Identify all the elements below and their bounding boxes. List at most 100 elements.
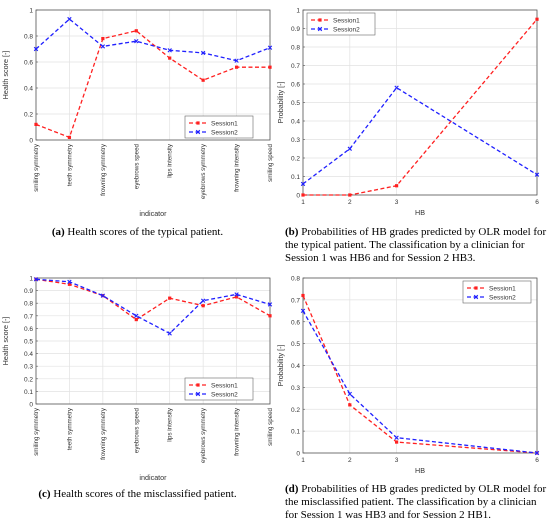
plot-frame <box>35 9 271 141</box>
x-axis-label: indicator <box>139 473 167 482</box>
data-point <box>200 50 206 56</box>
marker-stroke <box>67 279 72 284</box>
data-point <box>234 295 239 299</box>
y-tick-label: 0.1 <box>291 174 300 181</box>
legend-label: Session1 <box>489 285 516 292</box>
grid <box>302 277 538 454</box>
legend: Session1 Session2 <box>306 12 376 36</box>
marker-stroke <box>167 331 172 336</box>
x-tick-label: lips intensity <box>167 407 174 442</box>
x-tick-label: frowning symmetry <box>100 407 107 460</box>
data-point <box>234 58 239 63</box>
data-point <box>268 65 272 69</box>
y-tick-label: 0.4 <box>291 119 300 126</box>
x-tick-label: eyebrows symmetry <box>200 143 207 199</box>
y-tick-label: 0.8 <box>24 34 33 41</box>
chart-b: 0 0.1 0.2 0.3 0.4 0.5 0.6 0.7 0.8 0.9 1 1 2 3 6 HB Proba… <box>276 8 540 217</box>
caption-d-text: Probabilities of HB grades predicted by … <box>285 483 547 521</box>
data-point <box>100 293 106 298</box>
legend-marker <box>195 129 201 135</box>
data-point <box>67 279 72 284</box>
y-tick-label: 0.3 <box>291 137 300 144</box>
y-tick-label: 0.4 <box>24 86 33 93</box>
y-tick-label: 0.2 <box>24 376 33 383</box>
legend-marker <box>317 26 323 32</box>
series-line <box>35 278 271 335</box>
y-tick-label: 0.2 <box>291 156 300 163</box>
x-tick-label: 1 <box>301 457 305 464</box>
caption-a: (a) Health scores of the typical patient… <box>10 226 265 239</box>
y-tick-label: 0 <box>29 402 33 409</box>
x-tick-label: 2 <box>348 199 352 206</box>
y-tick-label: 0.9 <box>291 26 300 33</box>
legend-label: Session2 <box>211 129 238 136</box>
data-point <box>101 37 105 41</box>
y-tick-label: 0.7 <box>24 313 33 320</box>
legend: Session1 Session2 <box>184 377 254 401</box>
marker-stroke <box>100 293 106 298</box>
legend-label: Session2 <box>489 294 516 301</box>
data-point <box>134 39 139 44</box>
marker-stroke <box>347 391 352 397</box>
y-tick-label: 0.6 <box>291 82 300 89</box>
data-point <box>300 181 306 187</box>
data-point <box>348 193 352 197</box>
chart-c: 0 0.1 0.2 0.3 0.4 0.5 0.6 0.7 0.8 0.9 1 smiling sym… <box>1 276 274 483</box>
marker-stroke <box>534 450 540 456</box>
x-tick-label: smiling speed <box>267 143 274 181</box>
y-tick-label: 0.9 <box>24 288 33 295</box>
x-tick-label: teeth symmetry <box>66 407 73 450</box>
data-point <box>347 146 352 151</box>
caption-d: (d) Probabilities of HB grades predicted… <box>285 483 547 522</box>
series-session1 <box>34 277 272 322</box>
x-tick-label: 3 <box>395 199 399 206</box>
y-axis-label: Health score [-] <box>1 317 10 366</box>
y-axis-label: Probability [-] <box>276 82 285 124</box>
y-tick-label: 0.4 <box>291 363 300 370</box>
data-point <box>33 277 39 282</box>
series-session1 <box>34 29 272 139</box>
data-point <box>34 122 38 126</box>
data-point <box>394 85 399 90</box>
x-tick-label: 1 <box>301 199 305 206</box>
x-tick-label: smiling speed <box>267 407 274 445</box>
y-tick-label: 0.3 <box>291 385 300 392</box>
x-tick-label: eyebrows speed <box>133 407 140 453</box>
x-tick-label: 3 <box>395 457 399 464</box>
chart-d: 0 0.1 0.2 0.3 0.4 0.5 0.6 0.7 0.8 1 2 3 6 HB Probabili… <box>276 276 540 475</box>
data-point <box>267 302 273 307</box>
x-tick-label: eyebrows symmetry <box>200 407 207 463</box>
data-point <box>347 391 352 397</box>
legend-marker <box>195 391 201 397</box>
series-line <box>302 310 538 454</box>
y-tick-label: 0.1 <box>24 389 33 396</box>
marker-stroke <box>300 181 306 187</box>
x-axis-label: HB <box>415 208 425 217</box>
chart-a: 0 0.2 0.4 0.6 0.8 1 smiling symmetry teeth symm… <box>1 8 274 219</box>
x-tick-label: frowning intensity <box>234 143 241 192</box>
caption-c: (c) Health scores of the misclassified p… <box>10 488 265 501</box>
y-tick-label: 1 <box>29 276 33 283</box>
data-point <box>167 331 172 336</box>
series-session2 <box>33 277 273 336</box>
y-tick-label: 0.5 <box>291 341 300 348</box>
y-tick-label: 0.6 <box>24 60 33 67</box>
data-point <box>67 282 72 286</box>
x-tick-label: 6 <box>535 457 539 464</box>
data-point <box>168 56 172 60</box>
y-tick-label: 0.2 <box>291 407 300 414</box>
series-session1 <box>301 293 539 455</box>
data-point <box>394 435 399 440</box>
y-axis-label: Health score [-] <box>1 51 10 100</box>
marker-stroke <box>234 58 239 63</box>
x-tick-label: smiling symmetry <box>33 143 40 192</box>
y-tick-label: 1 <box>296 8 300 15</box>
x-tick-label: frowning intensity <box>234 407 241 456</box>
y-tick-label: 0.8 <box>291 276 300 283</box>
y-tick-label: 0.6 <box>24 326 33 333</box>
data-point <box>267 45 273 50</box>
marker-stroke <box>534 172 540 177</box>
x-axis-label: HB <box>415 466 425 475</box>
x-tick-label: eyebrows speed <box>133 143 140 189</box>
y-tick-label: 0.2 <box>24 112 33 119</box>
